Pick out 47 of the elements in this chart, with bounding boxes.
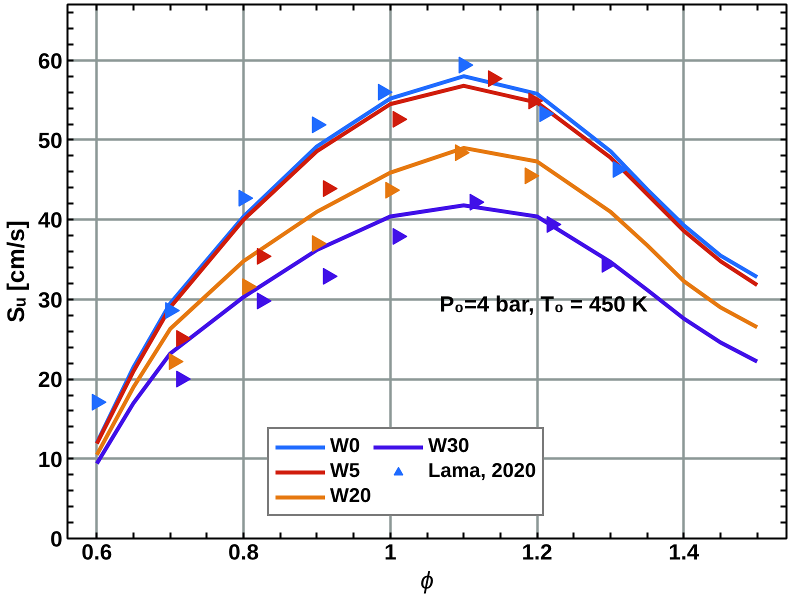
x-tick-label: 1.4 — [668, 540, 700, 564]
x-tick-label: 0.6 — [82, 540, 112, 564]
x-tick-label: 1.2 — [522, 540, 552, 564]
point — [176, 330, 191, 347]
point — [488, 70, 503, 88]
y-tick-label: 50 — [38, 128, 63, 153]
y-tick-label: 40 — [38, 208, 63, 233]
point — [539, 105, 554, 122]
y-tick-label: 20 — [38, 367, 63, 392]
point — [546, 216, 562, 233]
point — [385, 182, 400, 199]
point — [238, 190, 254, 207]
legend-label: W30 — [428, 435, 470, 458]
y-tick-label: 60 — [38, 48, 63, 74]
legend-label: W20 — [330, 485, 372, 508]
y-tick-label: 10 — [38, 446, 63, 472]
point — [242, 278, 257, 296]
point — [256, 292, 272, 310]
point — [322, 268, 338, 285]
point — [168, 353, 184, 370]
annotation: P₀=4 bar, T₀ = 450 K — [440, 292, 648, 316]
y-axis-title: Sᵤ [cm/s] — [3, 220, 30, 323]
point — [392, 228, 408, 245]
legend-label: Lama, 2020 — [428, 460, 536, 483]
point — [470, 194, 484, 211]
point — [378, 84, 393, 101]
legend-label: W0 — [330, 435, 360, 458]
point — [256, 248, 272, 265]
point — [528, 92, 544, 110]
point — [312, 116, 327, 134]
x-tick-label: 0.8 — [228, 540, 259, 564]
point — [454, 144, 470, 162]
legend-label: W5 — [330, 460, 360, 483]
y-tick-label: 0 — [50, 526, 63, 552]
y-tick-label: 30 — [38, 287, 63, 312]
line-series — [94, 146, 760, 457]
point — [312, 235, 327, 252]
point — [92, 394, 107, 411]
point — [176, 370, 191, 388]
point — [612, 160, 628, 178]
point — [524, 167, 540, 184]
point — [165, 302, 180, 320]
point — [392, 110, 408, 128]
x-axis-title: ϕ — [420, 568, 434, 594]
point — [458, 56, 474, 74]
point — [322, 180, 338, 198]
x-tick-label: 1 — [384, 540, 396, 564]
